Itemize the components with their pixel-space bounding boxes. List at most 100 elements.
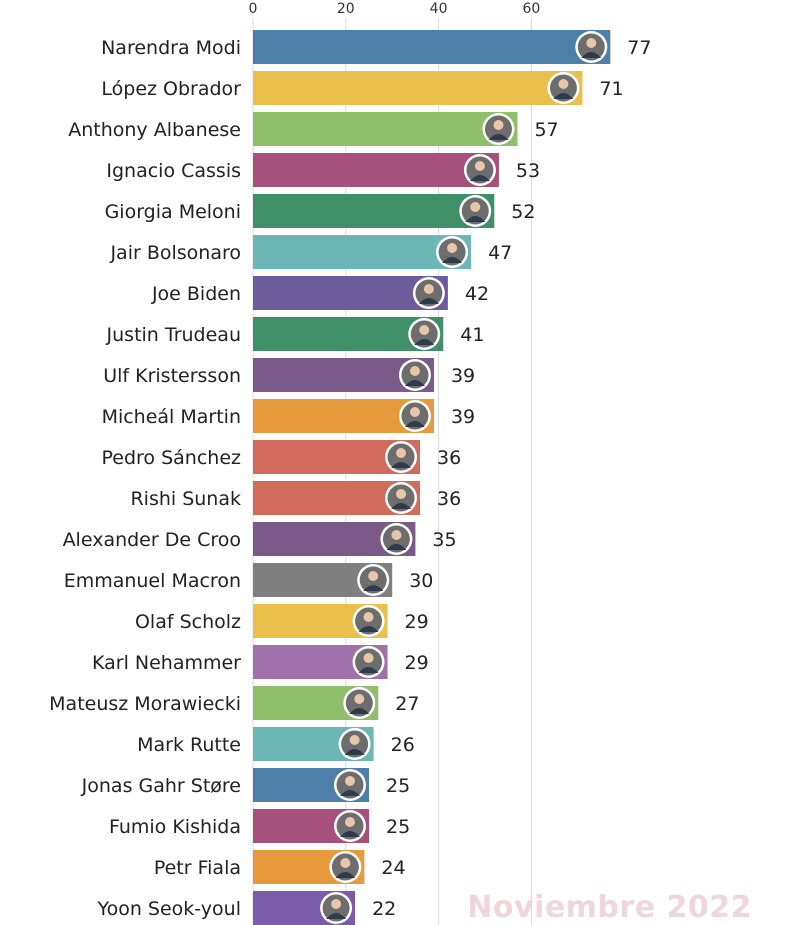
- bar: [253, 71, 583, 105]
- portrait-suit: [335, 872, 356, 878]
- category-label: Fumio Kishida: [109, 816, 241, 838]
- value-label: 53: [516, 160, 540, 182]
- value-label: 36: [437, 447, 461, 469]
- category-label: Micheál Martin: [102, 406, 241, 428]
- portrait-suit: [465, 216, 486, 222]
- portrait-face: [470, 202, 481, 212]
- value-label: 24: [381, 857, 405, 879]
- x-tick-label: 0: [249, 1, 258, 17]
- x-tick-label: 60: [522, 1, 540, 17]
- category-label: Giorgia Meloni: [105, 201, 241, 223]
- bar: [253, 235, 472, 269]
- bar: [253, 153, 499, 187]
- value-label: 25: [386, 816, 410, 838]
- portrait-suit: [553, 93, 574, 99]
- category-label: Olaf Scholz: [135, 611, 241, 633]
- category-label: Mark Rutte: [137, 734, 241, 756]
- x-tick-label: 40: [430, 1, 448, 17]
- value-label: 29: [405, 611, 429, 633]
- portrait-face: [363, 653, 374, 663]
- value-label: 25: [386, 775, 410, 797]
- category-label: Ulf Kristersson: [103, 365, 241, 387]
- portrait-face: [331, 899, 342, 909]
- value-label: 57: [534, 119, 558, 141]
- portrait-face: [558, 79, 569, 89]
- portrait-suit: [326, 913, 347, 919]
- value-label: 22: [372, 898, 396, 920]
- value-label: 29: [405, 652, 429, 674]
- portrait-face: [409, 366, 420, 376]
- bar: [253, 30, 611, 64]
- portrait-suit: [488, 134, 509, 140]
- portrait-face: [423, 284, 434, 294]
- portrait-suit: [344, 749, 365, 755]
- category-label: Alexander De Croo: [63, 529, 241, 551]
- portrait-suit: [358, 626, 379, 632]
- category-label: López Obrador: [101, 78, 241, 100]
- portrait-suit: [581, 52, 602, 58]
- portrait-suit: [404, 421, 425, 427]
- value-label: 30: [409, 570, 433, 592]
- date-watermark: Noviembre 2022: [467, 890, 752, 925]
- portrait-face: [586, 38, 597, 48]
- category-label: Petr Fiala: [154, 857, 241, 879]
- category-label: Karl Nehammer: [92, 652, 241, 674]
- category-label: Mateusz Morawiecki: [49, 693, 241, 715]
- value-label: 26: [391, 734, 415, 756]
- portrait-face: [396, 489, 407, 499]
- category-label: Joe Biden: [151, 283, 241, 305]
- portrait-face: [419, 325, 430, 335]
- category-label: Pedro Sánchez: [102, 447, 242, 469]
- x-tick-label: 20: [337, 1, 355, 17]
- portrait-suit: [363, 585, 384, 591]
- portrait-suit: [418, 298, 439, 304]
- portrait-face: [349, 735, 360, 745]
- value-label: 39: [451, 406, 475, 428]
- portrait-face: [493, 120, 504, 130]
- portrait-face: [391, 530, 402, 540]
- category-label: Anthony Albanese: [68, 119, 241, 141]
- portrait-suit: [391, 462, 412, 468]
- portrait-suit: [340, 790, 360, 796]
- portrait-suit: [414, 339, 435, 345]
- portrait-suit: [442, 257, 463, 263]
- portrait-face: [363, 612, 374, 622]
- value-label: 42: [465, 283, 489, 305]
- portrait-face: [396, 448, 407, 458]
- portrait-face: [340, 858, 351, 868]
- portrait-face: [447, 243, 458, 253]
- value-label: 77: [627, 37, 651, 59]
- portrait-face: [368, 571, 379, 581]
- portrait-suit: [386, 544, 407, 550]
- value-label: 47: [488, 242, 512, 264]
- category-label: Jonas Gahr Støre: [81, 775, 241, 797]
- value-label: 41: [460, 324, 484, 346]
- category-label: Justin Trudeau: [106, 324, 241, 346]
- value-label: 36: [437, 488, 461, 510]
- portrait-suit: [358, 667, 379, 673]
- category-label: Narendra Modi: [101, 37, 241, 59]
- category-label: Rishi Sunak: [130, 488, 241, 510]
- portrait-suit: [404, 380, 425, 386]
- category-label: Ignacio Cassis: [106, 160, 241, 182]
- bar: [253, 194, 495, 228]
- category-label: Yoon Seok-youl: [96, 898, 241, 920]
- category-label: Emmanuel Macron: [64, 570, 241, 592]
- portrait-face: [354, 694, 365, 704]
- portrait-suit: [349, 708, 370, 714]
- portrait-face: [345, 817, 355, 827]
- portrait-face: [345, 776, 355, 786]
- portrait-suit: [391, 503, 412, 509]
- portrait-face: [409, 407, 420, 417]
- category-label: Jair Bolsonaro: [109, 242, 241, 264]
- bar: [253, 112, 518, 146]
- value-label: 27: [395, 693, 419, 715]
- value-label: 39: [451, 365, 475, 387]
- value-label: 71: [599, 78, 623, 100]
- value-label: 52: [511, 201, 535, 223]
- portrait-suit: [469, 175, 490, 181]
- value-label: 35: [432, 529, 456, 551]
- portrait-face: [474, 161, 485, 171]
- portrait-suit: [340, 831, 360, 837]
